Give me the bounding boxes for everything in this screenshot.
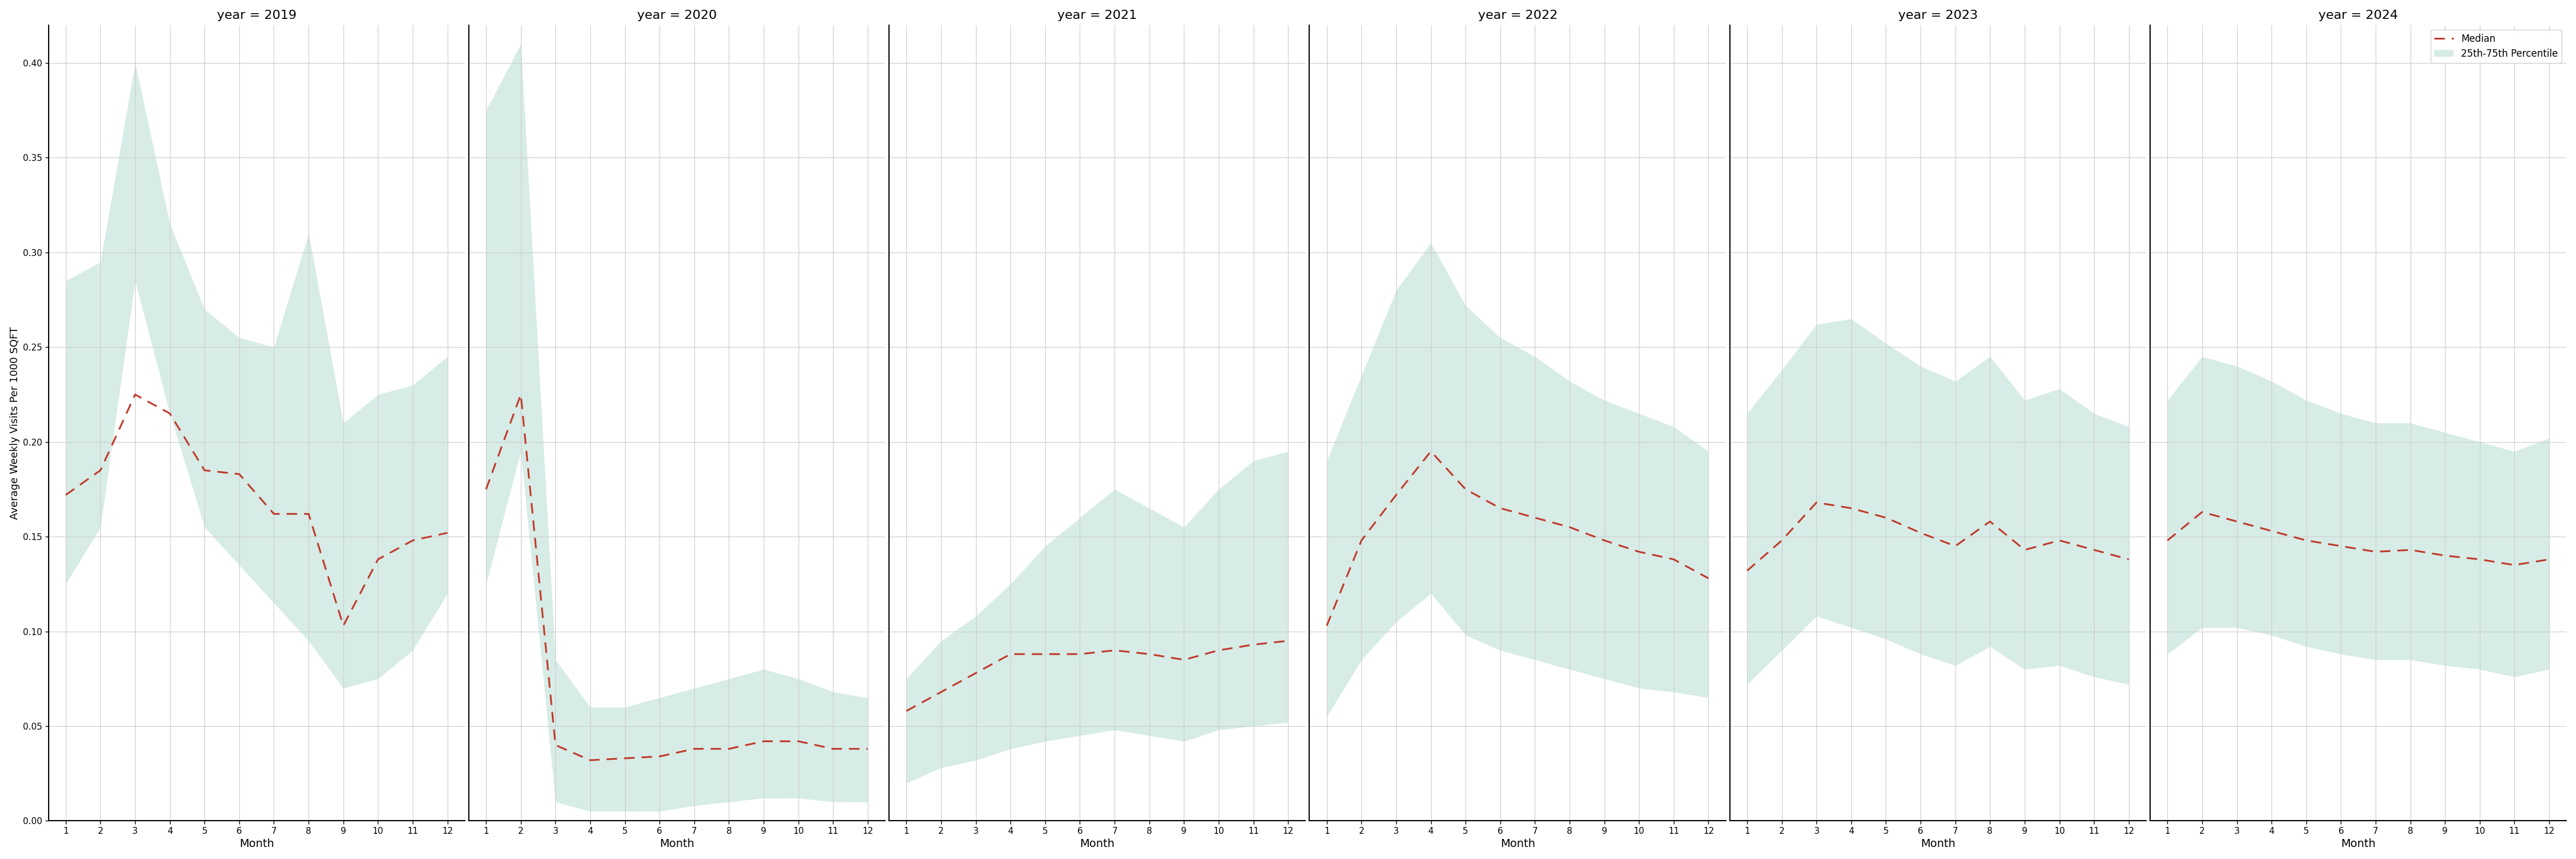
Median	[1203, 645, 1234, 655]
Median	[1347, 535, 1378, 545]
Median	[1064, 649, 1095, 659]
Title: year = 2022: year = 2022	[1479, 9, 1558, 21]
Median	[680, 744, 711, 754]
Median	[611, 753, 641, 764]
X-axis label: Month: Month	[240, 838, 273, 850]
Median	[961, 668, 992, 679]
Median	[1484, 503, 1515, 514]
Median	[2396, 545, 2427, 555]
Median	[574, 755, 605, 765]
Line: Median: Median	[2166, 512, 2550, 565]
Median	[1906, 527, 1937, 538]
Median	[1553, 522, 1584, 533]
Median	[994, 649, 1025, 659]
Median	[2499, 560, 2530, 570]
Median	[925, 687, 956, 698]
Median	[2151, 535, 2182, 545]
Median	[294, 509, 325, 519]
Median	[1692, 573, 1723, 583]
Median	[1273, 636, 1303, 646]
Median	[853, 744, 884, 754]
Median	[1450, 484, 1481, 495]
Median	[2221, 516, 2251, 527]
Median	[2187, 507, 2218, 517]
X-axis label: Month: Month	[659, 838, 696, 850]
Median	[1520, 513, 1551, 523]
Median	[1100, 645, 1131, 655]
Median	[1414, 446, 1445, 456]
Legend: Median, 25th-75th Percentile: Median, 25th-75th Percentile	[2429, 30, 2561, 63]
Median	[155, 408, 185, 418]
Title: year = 2020: year = 2020	[636, 9, 716, 21]
Line: Median: Median	[67, 394, 448, 625]
Median	[1030, 649, 1061, 659]
Median	[1731, 565, 1762, 576]
Title: year = 2021: year = 2021	[1056, 9, 1136, 21]
Median	[2290, 535, 2321, 545]
Line: Median: Median	[1327, 451, 1708, 625]
Median	[85, 466, 116, 476]
Median	[188, 466, 219, 476]
Median	[2535, 554, 2566, 564]
Median	[1133, 649, 1164, 659]
X-axis label: Month: Month	[1079, 838, 1115, 850]
Title: year = 2024: year = 2024	[2318, 9, 2398, 21]
Median	[1870, 513, 1901, 523]
Median	[891, 706, 922, 716]
Median	[2079, 545, 2110, 555]
Median	[1659, 554, 1690, 564]
Median	[1311, 620, 1342, 631]
Median	[2429, 551, 2460, 561]
Line: Median: Median	[907, 641, 1288, 711]
Y-axis label: Average Weekly Visits Per 1000 SQFT: Average Weekly Visits Per 1000 SQFT	[10, 326, 21, 520]
X-axis label: Month: Month	[2342, 838, 2375, 850]
X-axis label: Month: Month	[1922, 838, 1955, 850]
Median	[2043, 535, 2074, 545]
Median	[1589, 535, 1620, 545]
Median	[224, 469, 255, 479]
X-axis label: Month: Month	[1499, 838, 1535, 850]
Title: year = 2023: year = 2023	[1899, 9, 1978, 21]
Median	[363, 554, 394, 564]
Median	[644, 752, 675, 762]
Median	[433, 527, 464, 538]
Title: year = 2019: year = 2019	[216, 9, 296, 21]
Median	[2257, 526, 2287, 536]
Median	[2112, 554, 2143, 564]
Median	[2009, 545, 2040, 555]
Median	[541, 740, 572, 750]
Median	[1940, 541, 1971, 551]
Median	[1801, 497, 1832, 508]
Median	[327, 620, 358, 631]
Median	[783, 736, 814, 746]
Median	[1837, 503, 1868, 514]
Median	[1767, 535, 1798, 545]
Median	[505, 389, 536, 399]
Median	[397, 535, 428, 545]
Median	[118, 389, 149, 399]
Median	[817, 744, 848, 754]
Median	[1976, 516, 2007, 527]
Median	[471, 484, 502, 495]
Line: Median: Median	[1747, 503, 2128, 570]
Line: Median: Median	[487, 394, 868, 760]
Median	[2465, 554, 2496, 564]
Median	[1170, 655, 1200, 665]
Median	[1623, 546, 1654, 557]
Median	[258, 509, 289, 519]
Median	[1381, 490, 1412, 500]
Median	[1239, 639, 1270, 649]
Median	[714, 744, 744, 754]
Median	[52, 490, 82, 500]
Median	[2326, 541, 2357, 551]
Median	[747, 736, 778, 746]
Median	[2360, 546, 2391, 557]
